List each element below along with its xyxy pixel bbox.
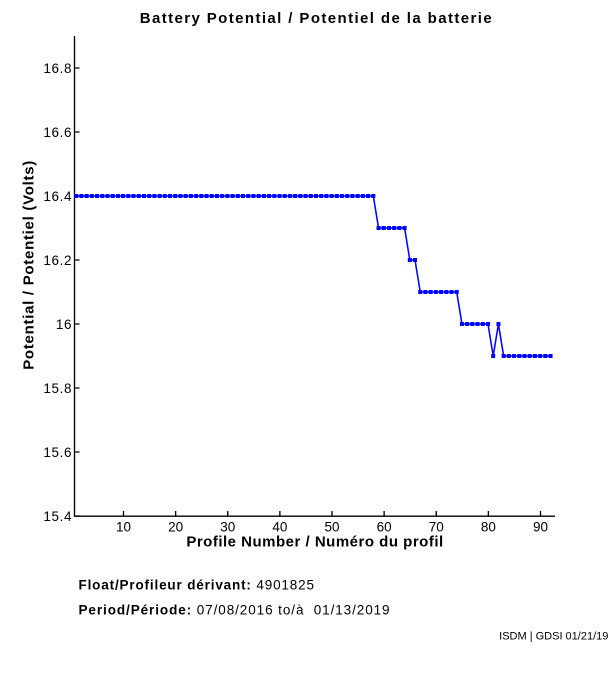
svg-text:20: 20 bbox=[168, 519, 183, 534]
svg-text:15.4: 15.4 bbox=[43, 509, 72, 524]
svg-text:Period/Période: 07/08/2016 to/: Period/Période: 07/08/2016 to/à 01/13/20… bbox=[79, 603, 391, 618]
svg-text:Profile Number / Numéro du pro: Profile Number / Numéro du profil bbox=[186, 534, 443, 551]
svg-text:30: 30 bbox=[220, 519, 235, 534]
svg-text:ISDM | GDSI 01/21/19: ISDM | GDSI 01/21/19 bbox=[499, 631, 608, 643]
svg-text:Float/Profileur dérivant: 4901: Float/Profileur dérivant: 4901825 bbox=[79, 578, 315, 593]
svg-text:50: 50 bbox=[324, 519, 339, 534]
svg-text:16.6: 16.6 bbox=[43, 125, 72, 140]
svg-text:60: 60 bbox=[377, 519, 392, 534]
svg-text:15.6: 15.6 bbox=[43, 445, 72, 460]
svg-text:70: 70 bbox=[429, 519, 444, 534]
svg-text:90: 90 bbox=[533, 519, 548, 534]
svg-text:15.8: 15.8 bbox=[43, 381, 72, 396]
svg-text:16: 16 bbox=[56, 317, 72, 332]
svg-text:16.4: 16.4 bbox=[43, 189, 72, 204]
svg-text:80: 80 bbox=[481, 519, 496, 534]
svg-text:Potential / Potentiel (Volts): Potential / Potentiel (Volts) bbox=[21, 160, 38, 370]
svg-text:10: 10 bbox=[116, 519, 131, 534]
svg-text:16.8: 16.8 bbox=[43, 61, 72, 76]
svg-text:16.2: 16.2 bbox=[43, 253, 72, 268]
svg-text:Battery Potential / Potentiel: Battery Potential / Potentiel de la batt… bbox=[140, 10, 493, 27]
svg-text:40: 40 bbox=[272, 519, 287, 534]
